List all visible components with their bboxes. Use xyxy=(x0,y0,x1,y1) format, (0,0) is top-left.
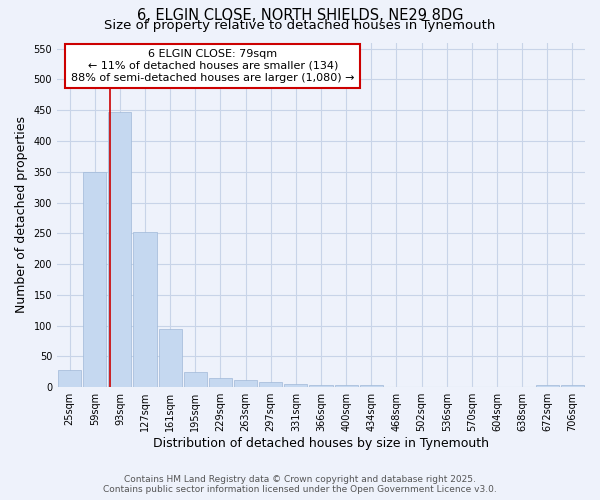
Bar xyxy=(83,172,106,387)
Bar xyxy=(209,378,232,387)
X-axis label: Distribution of detached houses by size in Tynemouth: Distribution of detached houses by size … xyxy=(153,437,489,450)
Bar xyxy=(360,384,383,387)
Bar xyxy=(109,112,131,387)
Bar xyxy=(259,382,283,387)
Text: Contains HM Land Registry data © Crown copyright and database right 2025.
Contai: Contains HM Land Registry data © Crown c… xyxy=(103,474,497,494)
Bar xyxy=(184,372,207,387)
Bar xyxy=(561,384,584,387)
Text: Size of property relative to detached houses in Tynemouth: Size of property relative to detached ho… xyxy=(104,19,496,32)
Bar xyxy=(335,384,358,387)
Bar xyxy=(536,384,559,387)
Bar xyxy=(133,232,157,387)
Bar xyxy=(310,384,332,387)
Bar xyxy=(58,370,81,387)
Y-axis label: Number of detached properties: Number of detached properties xyxy=(15,116,28,314)
Text: 6, ELGIN CLOSE, NORTH SHIELDS, NE29 8DG: 6, ELGIN CLOSE, NORTH SHIELDS, NE29 8DG xyxy=(137,8,463,24)
Bar xyxy=(234,380,257,387)
Bar xyxy=(158,328,182,387)
Bar xyxy=(284,384,307,387)
Text: 6 ELGIN CLOSE: 79sqm
← 11% of detached houses are smaller (134)
88% of semi-deta: 6 ELGIN CLOSE: 79sqm ← 11% of detached h… xyxy=(71,50,355,82)
